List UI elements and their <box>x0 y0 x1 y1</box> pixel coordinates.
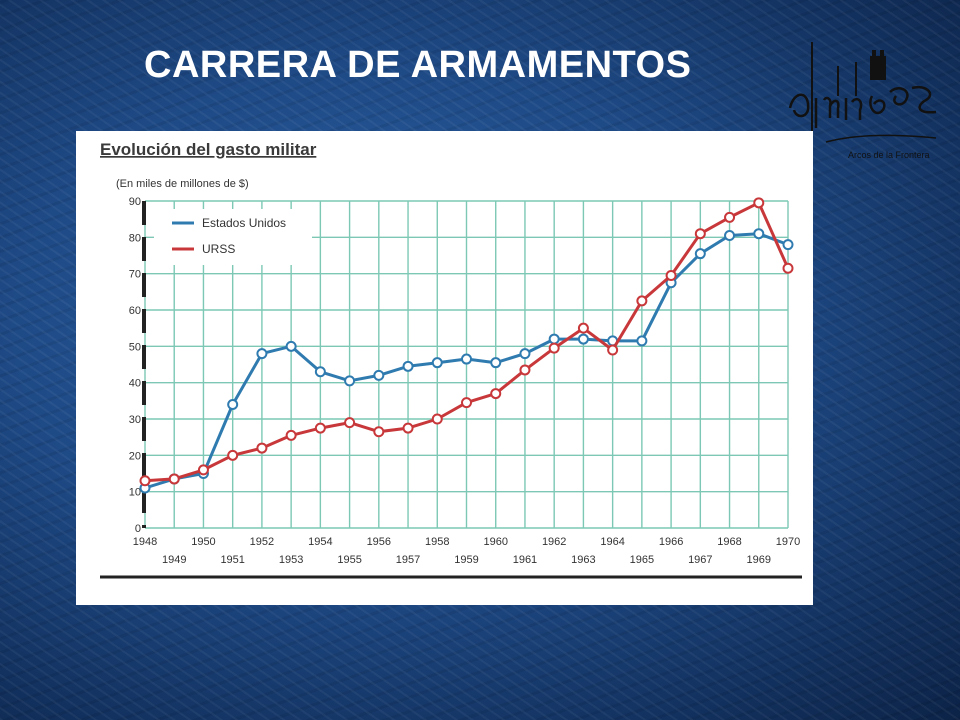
x-tick-label: 1968 <box>717 536 741 548</box>
data-point <box>461 353 472 365</box>
y-tick-label: 70 <box>129 269 141 281</box>
x-tick-label: 1956 <box>367 536 391 548</box>
y-tick-label: 90 <box>129 196 141 208</box>
x-tick-label: 1958 <box>425 536 449 548</box>
legend-label: URSS <box>202 242 235 256</box>
y-tick-label: 40 <box>129 378 141 390</box>
military-spending-chart: Evolución del gasto militar (En miles de… <box>100 140 802 579</box>
data-point <box>636 335 648 347</box>
data-point <box>256 442 268 454</box>
data-point <box>461 397 472 409</box>
data-point <box>139 475 151 487</box>
series <box>139 197 794 494</box>
data-point <box>694 228 706 240</box>
x-tick-label: 1969 <box>747 554 771 566</box>
x-tick-label: 1966 <box>659 536 683 548</box>
x-tick-label: 1965 <box>630 554 654 566</box>
data-point <box>577 322 589 334</box>
x-tick-label: 1957 <box>396 554 420 566</box>
data-point <box>490 388 502 400</box>
data-point <box>694 248 706 260</box>
data-point <box>782 262 794 274</box>
data-point <box>607 344 619 356</box>
data-point <box>636 295 648 307</box>
data-point <box>548 342 560 354</box>
legend-box <box>154 209 312 265</box>
x-tick-label: 1948 <box>133 536 157 548</box>
data-point <box>402 422 414 434</box>
alminares-logo: Arcos de la Frontera <box>788 42 937 160</box>
chart-title: Evolución del gasto militar <box>100 140 317 159</box>
data-point <box>519 348 531 360</box>
data-point <box>168 473 180 485</box>
data-point <box>227 398 239 410</box>
data-point <box>373 369 385 381</box>
data-point <box>344 375 356 387</box>
data-point <box>197 464 209 476</box>
axes: 0 10 20 30 40 50 60 70 80 90 1948 1950 1952 1954 1956 1… <box>100 196 802 579</box>
data-point <box>431 413 443 425</box>
x-tick-label: 1962 <box>542 536 566 548</box>
data-point <box>724 211 736 223</box>
y-tick-label: 50 <box>129 341 141 353</box>
y-tick-label: 60 <box>129 305 141 317</box>
y-tick-label: 30 <box>129 414 141 426</box>
x-tick-label: 1961 <box>513 554 537 566</box>
data-point <box>285 340 297 352</box>
data-point <box>577 333 589 345</box>
data-point <box>431 357 443 369</box>
slide-title: CARRERA DE ARMAMENTOS <box>144 44 692 86</box>
data-point <box>314 422 326 434</box>
x-tick-label: 1953 <box>279 554 303 566</box>
x-tick-label: 1967 <box>688 554 712 566</box>
data-point <box>285 429 297 441</box>
chart-panel: Evolución del gasto militar (En miles de… <box>76 131 813 605</box>
data-point <box>753 197 765 209</box>
data-point <box>256 348 268 360</box>
data-point <box>314 366 326 378</box>
data-point <box>548 333 560 345</box>
data-point <box>344 417 356 429</box>
y-tick-label: 0 <box>135 523 141 535</box>
data-point <box>227 449 239 461</box>
y-tick-label: 10 <box>129 487 141 499</box>
data-point <box>490 357 502 369</box>
x-tick-label: 1949 <box>162 554 186 566</box>
data-point <box>665 269 677 281</box>
y-tick-label: 20 <box>129 450 141 462</box>
data-point <box>724 230 736 242</box>
legend-label: Estados Unidos <box>202 216 286 230</box>
x-tick-label: 1970 <box>776 536 800 548</box>
x-tick-label: 1951 <box>220 554 244 566</box>
data-point <box>402 360 414 372</box>
legend: Estados Unidos URSS <box>154 209 312 265</box>
x-tick-label: 1959 <box>454 554 478 566</box>
x-tick-label: 1964 <box>600 536 624 548</box>
x-tick-label: 1954 <box>308 536 332 548</box>
x-tick-label: 1952 <box>250 536 274 548</box>
logo-subtitle: Arcos de la Frontera <box>848 150 930 160</box>
x-tick-label: 1960 <box>483 536 507 548</box>
y-tick-label: 80 <box>129 232 141 244</box>
chart-subtitle: (En miles de millones de $) <box>116 178 249 190</box>
data-point <box>519 364 531 376</box>
data-point <box>753 228 765 240</box>
data-point <box>373 426 385 438</box>
x-tick-label: 1950 <box>191 536 215 548</box>
x-tick-label: 1955 <box>337 554 361 566</box>
data-point <box>782 239 794 251</box>
x-tick-label: 1963 <box>571 554 595 566</box>
